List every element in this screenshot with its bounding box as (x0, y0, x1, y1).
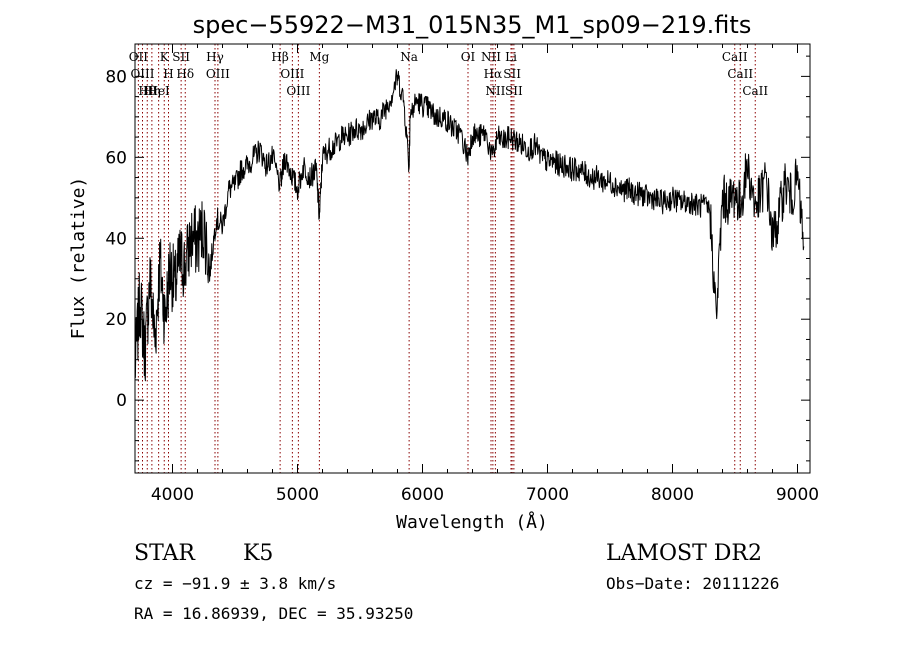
line-label: HeI (147, 84, 170, 98)
spectrum-series (134, 69, 805, 382)
line-label: OIII (206, 67, 230, 81)
object-subclass: K5 (243, 541, 273, 566)
line-label: K (160, 50, 170, 64)
line-label: OIII (286, 84, 310, 98)
y-axis-ticks: 0 20 40 60 80 (105, 55, 810, 462)
x-tick-label: 4000 (151, 485, 194, 505)
line-label: Hγ (206, 50, 224, 64)
line-label: SII (503, 67, 521, 81)
line-label: NII (485, 84, 505, 98)
line-label: Hα (484, 67, 503, 81)
line-label: CaII (722, 50, 748, 64)
line-label: Na (400, 50, 418, 64)
line-label: CaII (742, 84, 768, 98)
x-axis-ticks: 4000 5000 6000 7000 8000 9000 (151, 44, 819, 505)
line-label: Hδ (176, 67, 194, 81)
line-label: Li (505, 50, 517, 64)
x-tick-label: 9000 (776, 485, 819, 505)
line-label: SII (505, 84, 523, 98)
x-tick-label: 7000 (526, 485, 569, 505)
line-label: H (163, 67, 173, 81)
line-label: Hθ (138, 84, 156, 98)
line-label: Mg (309, 50, 329, 64)
y-tick-label: 0 (116, 391, 127, 411)
line-label: Hβ (271, 50, 288, 64)
line-label: OII (129, 50, 149, 64)
x-tick-label: 6000 (401, 485, 444, 505)
absorption-line-markers (137, 44, 756, 473)
observation-date: Obs−Date: 20111226 (606, 574, 779, 593)
y-axis-label: Flux (relative) (68, 177, 89, 340)
line-label: CaII (727, 67, 753, 81)
object-class: STAR (134, 541, 196, 566)
x-tick-label: 5000 (276, 485, 319, 505)
redshift-cz: cz = −91.9 ± 3.8 km/s (134, 574, 336, 593)
y-tick-label: 40 (105, 229, 127, 249)
line-label: NII (481, 50, 501, 64)
x-tick-label: 8000 (651, 485, 694, 505)
y-tick-label: 20 (105, 310, 127, 330)
plot-frame (134, 43, 811, 474)
spectrum-line (134, 69, 805, 382)
y-tick-label: 60 (105, 148, 127, 168)
line-label: OIII (280, 67, 304, 81)
line-label: OIII (130, 67, 154, 81)
line-label: OI (461, 50, 476, 64)
line-label: SII (172, 50, 190, 64)
coordinates: RA = 16.86939, DEC = 35.93250 (134, 604, 413, 623)
x-axis-label: Wavelength (Å) (396, 511, 548, 533)
y-tick-label: 80 (105, 67, 127, 87)
line-label: Hη (143, 84, 161, 98)
survey-name: LAMOST DR2 (606, 541, 762, 566)
chart-title: spec−55922−M31_015N35_M1_sp09−219.fits (193, 11, 752, 39)
